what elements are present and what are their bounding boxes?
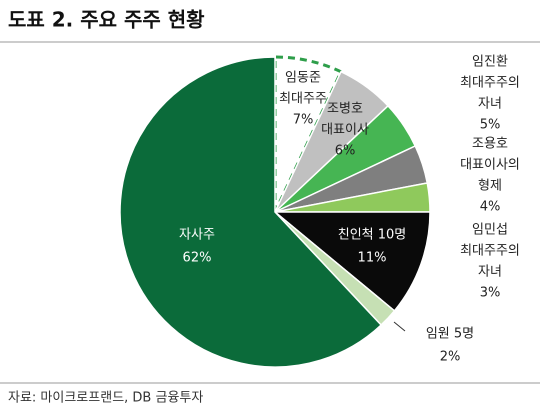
pie-slice [119, 56, 383, 368]
slice-label: 임원 5명 [426, 327, 474, 342]
chart-title: 도표 2. 주요 주주 현황 [8, 8, 205, 32]
slice-label: 자녀 [478, 97, 502, 112]
slice-label: 임진환 [472, 55, 508, 70]
value-label: 3% [480, 286, 501, 301]
source-note: 자료: 마이크로프랜드, DB 금융투자 [8, 391, 203, 406]
value-label: 7% [293, 113, 314, 128]
pie-slice [273, 55, 343, 213]
slice-label: 대표이사 [321, 123, 369, 138]
slice-label: 친인척 10명 [338, 228, 407, 243]
value-label: 6% [335, 144, 356, 159]
slice-label: 자사주 [179, 228, 215, 243]
value-label: 62% [183, 251, 212, 266]
pie-slice [272, 211, 431, 312]
slice-label: 조용호 [472, 137, 508, 152]
slice-label: 조병호 [327, 102, 363, 117]
slice-label: 대표이사의 [460, 158, 520, 173]
slice-label: 최대주주의 [460, 76, 520, 91]
slice-label: 형제 [478, 179, 502, 194]
value-label: 11% [358, 251, 387, 266]
value-label: 2% [440, 350, 461, 365]
slice-label: 임동준 [285, 71, 321, 86]
slice-label: 자녀 [478, 265, 502, 280]
slice-label: 임민섭 [472, 223, 508, 238]
slice-label: 최대주주의 [460, 244, 520, 259]
leader-line [393, 321, 406, 332]
value-label: 5% [480, 118, 501, 133]
value-label: 4% [480, 200, 501, 215]
slice-label: 최대주주 [279, 92, 327, 107]
